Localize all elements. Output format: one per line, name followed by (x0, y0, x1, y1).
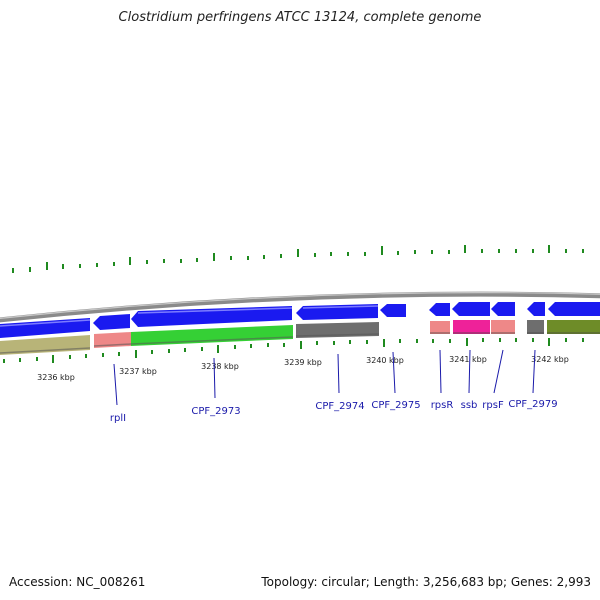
gene-label-rpsr[interactable]: rpsR (431, 400, 454, 411)
genome-backbone (0, 291, 600, 323)
forward-strand-features (0, 302, 600, 338)
gene-feature[interactable] (547, 320, 600, 334)
bottom-tick-row (3, 338, 584, 363)
gene-label-rpli[interactable]: rplI (110, 413, 126, 424)
topology-label: Topology: circular; Length: 3,256,683 bp… (261, 575, 591, 589)
gene-feature[interactable] (452, 302, 490, 316)
scale-label: 3238 kbp (201, 362, 239, 371)
gene-label-rpsf[interactable]: rpsF (482, 400, 504, 411)
gene-feature[interactable] (429, 303, 450, 316)
gene-feature[interactable] (0, 318, 90, 338)
scale-label: 3236 kbp (37, 373, 75, 382)
gene-label-leaders (113, 349, 536, 406)
scale-label: 3237 kbp (119, 367, 157, 376)
gene-feature[interactable] (380, 304, 406, 317)
gene-label-cpf-2973[interactable]: CPF_2973 (191, 406, 240, 417)
gene-label-cpf-2979[interactable]: CPF_2979 (508, 399, 557, 410)
gene-feature[interactable] (527, 320, 544, 334)
scale-label: 3241 kbp (449, 355, 487, 364)
gene-feature[interactable] (491, 320, 515, 334)
map-title: Clostridium perfringens ATCC 13124, comp… (118, 10, 482, 25)
gene-label-cpf-2975[interactable]: CPF_2975 (371, 400, 420, 411)
gene-feature[interactable] (430, 321, 450, 334)
scale-label: 3239 kbp (284, 358, 322, 367)
gene-labels: rplI CPF_2973 CPF_2974 CPF_2975 rpsR ssb… (110, 399, 558, 424)
scale-label: 3240 kbp (366, 356, 404, 365)
gene-label-ssb[interactable]: ssb (461, 400, 478, 411)
gene-label-cpf-2974[interactable]: CPF_2974 (315, 401, 364, 412)
scale-labels: 3236 kbp 3237 kbp 3238 kbp 3239 kbp 3240… (37, 355, 569, 382)
reverse-strand-features (0, 320, 600, 355)
scale-label: 3242 kbp (531, 355, 569, 364)
gene-feature[interactable] (548, 302, 600, 316)
accession-label: Accession: NC_008261 (9, 575, 146, 589)
gene-feature[interactable] (491, 302, 515, 316)
top-tick-row (12, 245, 584, 273)
gene-feature[interactable] (93, 314, 130, 330)
gene-feature[interactable] (527, 302, 545, 316)
gene-feature[interactable] (453, 320, 490, 334)
gene-feature[interactable] (131, 325, 293, 346)
